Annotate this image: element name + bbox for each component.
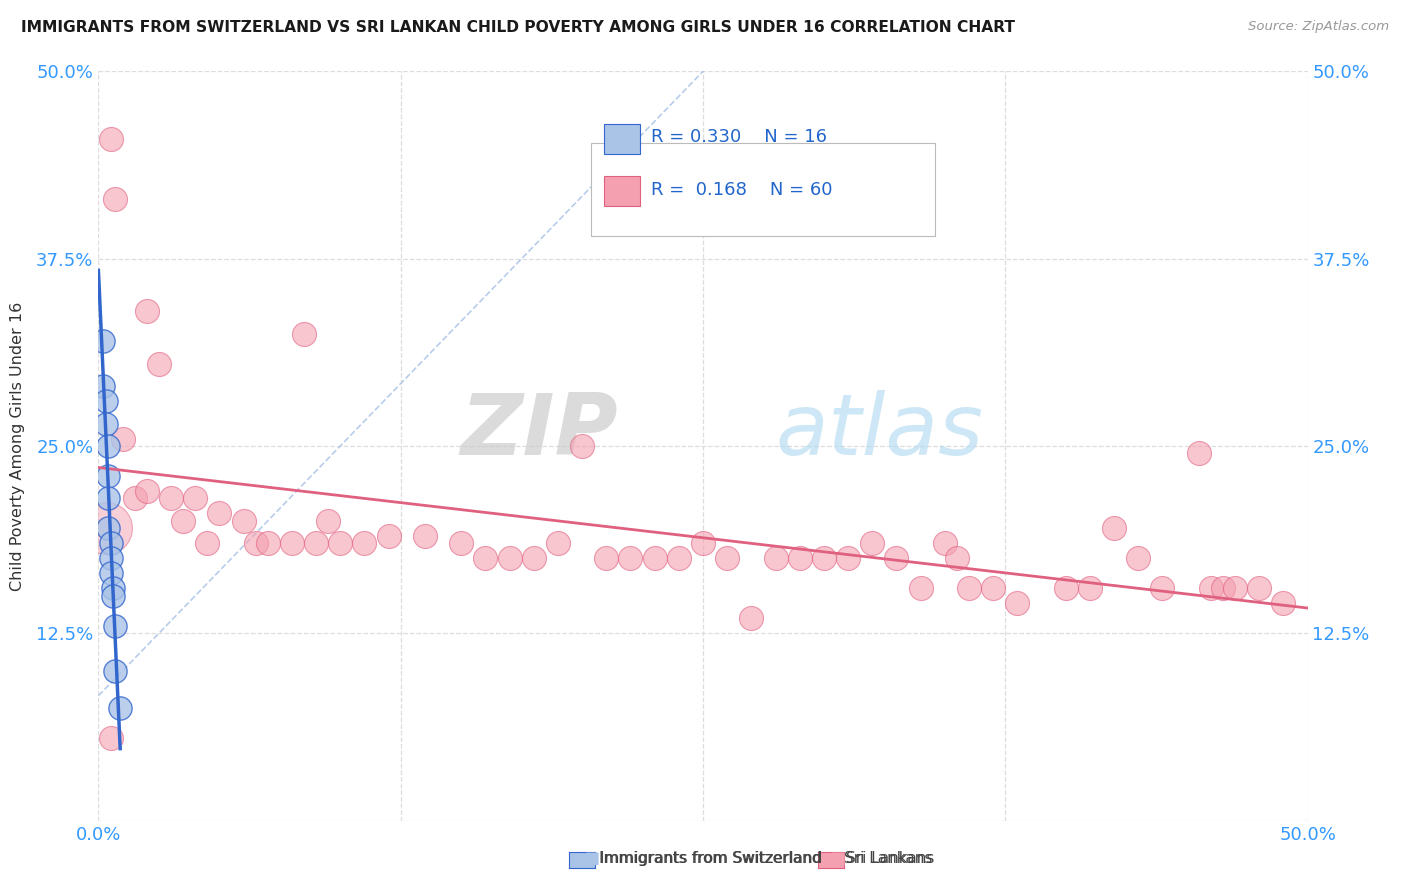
Point bbox=[101, 589, 124, 603]
Point bbox=[1223, 582, 1246, 596]
Point bbox=[97, 491, 120, 506]
Point bbox=[1078, 582, 1101, 596]
Point bbox=[765, 551, 787, 566]
Point bbox=[94, 521, 117, 535]
Point bbox=[450, 536, 472, 550]
Point bbox=[413, 529, 436, 543]
Point bbox=[644, 551, 666, 566]
Point bbox=[172, 514, 194, 528]
Point bbox=[135, 483, 157, 498]
Point bbox=[100, 566, 122, 581]
Point bbox=[692, 536, 714, 550]
Point bbox=[716, 551, 738, 566]
Point bbox=[100, 132, 122, 146]
Point bbox=[208, 507, 231, 521]
Point bbox=[1007, 596, 1029, 610]
Point bbox=[100, 536, 122, 550]
Point bbox=[571, 439, 593, 453]
Point bbox=[1054, 582, 1077, 596]
Point bbox=[100, 551, 122, 566]
Point bbox=[94, 417, 117, 431]
Point bbox=[957, 582, 980, 596]
Point bbox=[1272, 596, 1295, 610]
Point bbox=[1212, 582, 1234, 596]
Point bbox=[104, 664, 127, 678]
Point bbox=[813, 551, 835, 566]
Point bbox=[281, 536, 304, 550]
Y-axis label: Child Poverty Among Girls Under 16: Child Poverty Among Girls Under 16 bbox=[10, 301, 25, 591]
Text: atlas: atlas bbox=[776, 390, 984, 473]
Point bbox=[91, 334, 114, 348]
Point bbox=[97, 469, 120, 483]
Text: ▪: ▪ bbox=[583, 847, 600, 870]
Point bbox=[1249, 582, 1271, 596]
Text: IMMIGRANTS FROM SWITZERLAND VS SRI LANKAN CHILD POVERTY AMONG GIRLS UNDER 16 COR: IMMIGRANTS FROM SWITZERLAND VS SRI LANKA… bbox=[21, 20, 1015, 35]
Text: Sri Lankans: Sri Lankans bbox=[846, 851, 935, 865]
Point bbox=[148, 357, 170, 371]
Text: R =  0.168    N = 60: R = 0.168 N = 60 bbox=[651, 181, 832, 199]
Point bbox=[101, 582, 124, 596]
FancyBboxPatch shape bbox=[603, 124, 640, 153]
Point bbox=[104, 192, 127, 206]
Text: Sri Lankans: Sri Lankans bbox=[844, 851, 932, 865]
Point bbox=[316, 514, 339, 528]
FancyBboxPatch shape bbox=[603, 177, 640, 206]
Point bbox=[886, 551, 908, 566]
Point bbox=[547, 536, 569, 550]
Point bbox=[256, 536, 278, 550]
Point bbox=[619, 551, 641, 566]
Text: ZIP: ZIP bbox=[461, 390, 619, 473]
Point bbox=[934, 536, 956, 550]
Point bbox=[1128, 551, 1150, 566]
Point bbox=[94, 394, 117, 409]
Point bbox=[910, 582, 932, 596]
Text: R = 0.330    N = 16: R = 0.330 N = 16 bbox=[651, 128, 827, 146]
Point bbox=[91, 379, 114, 393]
Point bbox=[108, 701, 131, 715]
Point bbox=[740, 611, 762, 625]
Point bbox=[595, 551, 617, 566]
Point bbox=[1199, 582, 1222, 596]
Point bbox=[232, 514, 254, 528]
Point bbox=[668, 551, 690, 566]
Text: Source: ZipAtlas.com: Source: ZipAtlas.com bbox=[1249, 20, 1389, 33]
Point bbox=[97, 439, 120, 453]
Point bbox=[523, 551, 546, 566]
Point bbox=[946, 551, 969, 566]
Point bbox=[160, 491, 183, 506]
Point bbox=[860, 536, 883, 550]
Point bbox=[981, 582, 1004, 596]
Point bbox=[124, 491, 146, 506]
Point bbox=[789, 551, 811, 566]
Point bbox=[1152, 582, 1174, 596]
Point bbox=[245, 536, 267, 550]
Point bbox=[100, 731, 122, 746]
Point bbox=[195, 536, 218, 550]
Point bbox=[1188, 446, 1211, 460]
Point bbox=[498, 551, 520, 566]
Point bbox=[292, 326, 315, 341]
Point bbox=[97, 521, 120, 535]
Point bbox=[184, 491, 207, 506]
Point bbox=[837, 551, 859, 566]
Text: Immigrants from Switzerland: Immigrants from Switzerland bbox=[600, 851, 823, 865]
FancyBboxPatch shape bbox=[591, 143, 935, 236]
Text: ▪: ▪ bbox=[830, 847, 846, 870]
Point bbox=[1102, 521, 1125, 535]
Point bbox=[111, 432, 134, 446]
Point bbox=[377, 529, 399, 543]
Text: Immigrants from Switzerland: Immigrants from Switzerland bbox=[599, 851, 821, 865]
Point bbox=[135, 304, 157, 318]
Point bbox=[353, 536, 375, 550]
Point bbox=[104, 619, 127, 633]
Point bbox=[329, 536, 352, 550]
Point bbox=[305, 536, 328, 550]
Point bbox=[474, 551, 496, 566]
